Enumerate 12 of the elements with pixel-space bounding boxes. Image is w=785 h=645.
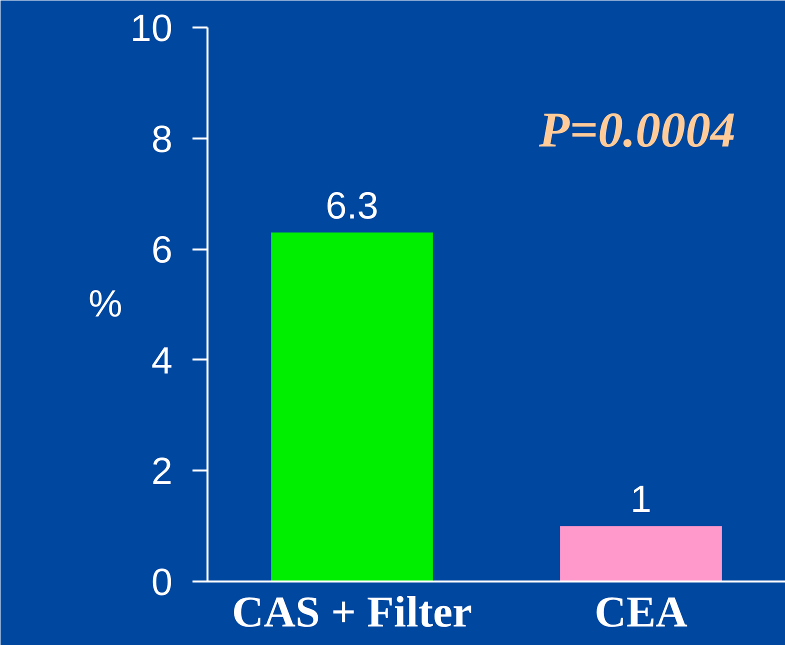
y-tick-label: 0 (151, 562, 173, 604)
data-label: 6.3 (326, 185, 378, 228)
y-axis-title: % (88, 284, 122, 326)
y-tick-label: 2 (151, 451, 173, 494)
x-tick-label: CEA (594, 588, 688, 636)
x-tick-label: CAS + Filter (232, 588, 472, 636)
y-tick-label: 8 (151, 118, 173, 161)
y-tick-label: 6 (151, 230, 173, 272)
annotation: P=0.0004 (538, 102, 736, 158)
y-tick-label: 10 (130, 8, 173, 50)
y-tick-label: 4 (151, 340, 173, 382)
data-label: 1 (630, 479, 652, 522)
